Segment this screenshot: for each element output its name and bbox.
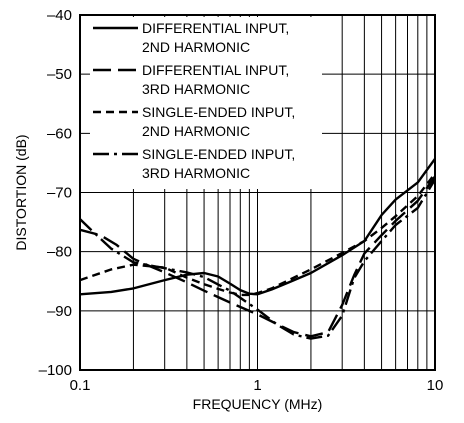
legend-label-2: DIFFERENTIAL INPUT, xyxy=(142,62,289,78)
legend: DIFFERENTIAL INPUT, 2ND HARMONIC DIFFERENT… xyxy=(90,17,322,189)
legend-label-4: SINGLE-ENDED INPUT, xyxy=(142,146,295,162)
legend-label-1: 2ND HARMONIC xyxy=(142,39,250,55)
series-line-1 xyxy=(79,158,436,296)
x-tick-label: 0.1 xyxy=(70,377,91,394)
y-tick-label: –100 xyxy=(39,362,72,379)
legend-background xyxy=(90,17,322,189)
y-tick-label: –70 xyxy=(47,185,72,202)
legend-label-1: DIFFERENTIAL INPUT, xyxy=(142,20,289,36)
legend-label-3: 2ND HARMONIC xyxy=(142,123,250,139)
series-group xyxy=(79,158,437,340)
x-axis-label: FREQUENCY (MHz) xyxy=(193,396,323,412)
legend-label-3: SINGLE-ENDED INPUT, xyxy=(142,104,295,120)
x-tick-label: 10 xyxy=(427,377,444,394)
y-tick-label: –40 xyxy=(47,7,72,24)
y-tick-label: –50 xyxy=(47,66,72,83)
y-tick-label: –80 xyxy=(47,244,72,261)
y-axis-label: DISTORTION (dB) xyxy=(13,134,29,250)
legend-label-2: 3RD HARMONIC xyxy=(142,81,250,97)
series-line-3 xyxy=(79,172,436,297)
series-line-2 xyxy=(79,175,436,338)
y-tick-label: –60 xyxy=(47,125,72,142)
plot-frame xyxy=(79,14,436,371)
y-tick-label: –90 xyxy=(47,303,72,320)
x-tick-label: 1 xyxy=(253,377,261,394)
series-line-4 xyxy=(79,178,437,340)
legend-label-4: 3RD HARMONIC xyxy=(142,165,250,181)
